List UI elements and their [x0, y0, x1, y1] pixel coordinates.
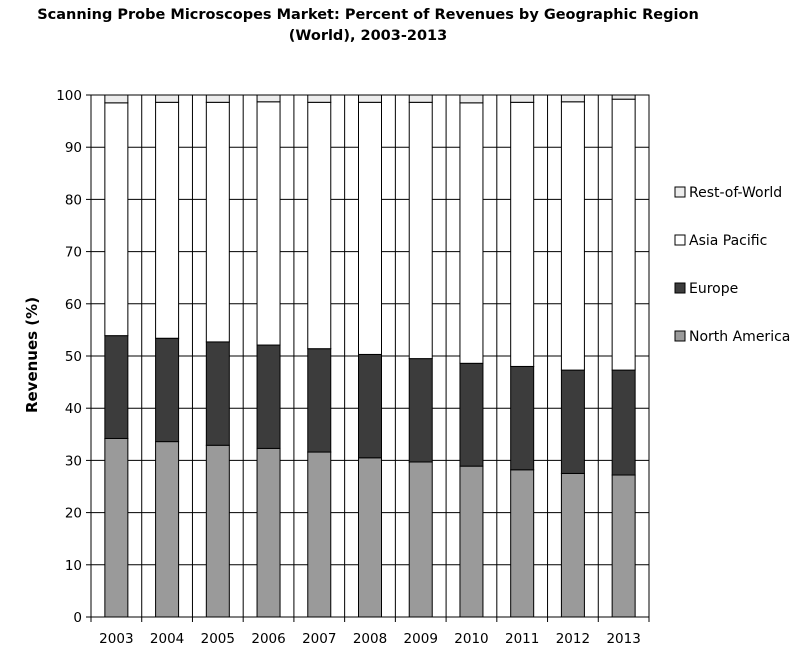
- bar-asia-pacific-2009: [408, 101, 433, 360]
- x-tick-label-2012: 2012: [556, 631, 590, 647]
- bar-rest-of-world-2013: [611, 94, 636, 100]
- y-tick-label-30: 30: [65, 453, 82, 469]
- bar-asia-pacific-2010: [459, 102, 484, 364]
- chart-title: Scanning Probe Microscopes Market: Perce…: [37, 7, 699, 23]
- y-ticks: 0 10 20 30 40 50 60 70 80 90 100: [56, 88, 91, 626]
- bar-group-2007: [307, 94, 332, 618]
- bar-group-2003: [104, 94, 129, 618]
- bar-rest-of-world-2006: [256, 94, 281, 103]
- bar-group-2009: [408, 94, 433, 618]
- legend-item-rest-of-world: Rest-of-World: [674, 185, 782, 201]
- x-tick-label-2003: 2003: [99, 631, 133, 647]
- x-tick-label-2007: 2007: [302, 631, 336, 647]
- bar-rest-of-world-2007: [307, 94, 332, 103]
- bar-asia-pacific-2012: [560, 101, 585, 371]
- bar-europe-2010: [459, 362, 484, 467]
- x-tick-label-2011: 2011: [505, 631, 539, 647]
- bar-north-america-2012: [560, 472, 585, 618]
- y-tick-label-60: 60: [65, 297, 82, 313]
- bar-north-america-2005: [205, 444, 230, 618]
- bar-europe-2012: [560, 369, 585, 474]
- bar-rest-of-world-2012: [560, 94, 585, 103]
- bar-asia-pacific-2013: [611, 98, 636, 371]
- bar-north-america-2007: [307, 451, 332, 618]
- bar-group-2013: [611, 94, 636, 618]
- chart-subtitle: (World), 2003-2013: [289, 28, 447, 44]
- x-tick-label-2009: 2009: [404, 631, 438, 647]
- bar-europe-2007: [307, 348, 332, 453]
- legend-swatch-asia-pacific: [674, 234, 686, 246]
- legend-swatch-north-america: [674, 330, 686, 342]
- y-tick-label-50: 50: [65, 349, 82, 365]
- x-tick-label-2006: 2006: [251, 631, 285, 647]
- bars: [104, 94, 636, 618]
- x-tick-label-2010: 2010: [454, 631, 488, 647]
- y-axis-label: Revenues (%): [23, 297, 41, 413]
- bar-asia-pacific-2003: [104, 102, 129, 337]
- y-tick-label-80: 80: [65, 192, 82, 208]
- legend-label-rest-of-world: Rest-of-World: [689, 185, 782, 201]
- legend-swatch-europe: [674, 282, 686, 294]
- legend-label-europe: Europe: [689, 281, 738, 297]
- bar-rest-of-world-2008: [358, 94, 382, 103]
- x-tick-label-2004: 2004: [150, 631, 184, 647]
- bar-north-america-2009: [408, 461, 433, 618]
- y-tick-label-100: 100: [56, 88, 82, 104]
- bar-rest-of-world-2011: [510, 94, 535, 103]
- bar-asia-pacific-2011: [510, 101, 535, 367]
- bar-rest-of-world-2005: [205, 94, 230, 103]
- bar-north-america-2011: [510, 469, 535, 618]
- bar-asia-pacific-2008: [358, 101, 382, 355]
- bar-north-america-2004: [155, 441, 180, 618]
- bar-north-america-2008: [358, 457, 382, 618]
- bar-group-2008: [358, 94, 382, 618]
- bar-asia-pacific-2006: [256, 101, 281, 346]
- bar-north-america-2013: [611, 474, 636, 618]
- bar-group-2005: [205, 94, 230, 618]
- bar-europe-2005: [205, 341, 230, 446]
- bar-rest-of-world-2010: [459, 94, 484, 104]
- bar-north-america-2006: [256, 447, 281, 618]
- legend-label-asia-pacific: Asia Pacific: [689, 233, 767, 249]
- bar-asia-pacific-2005: [205, 101, 230, 343]
- legend-label-north-america: North America: [689, 329, 790, 345]
- bar-europe-2006: [256, 344, 281, 449]
- y-tick-label-70: 70: [65, 245, 82, 261]
- y-tick-label-90: 90: [65, 140, 82, 156]
- bar-north-america-2003: [104, 437, 129, 618]
- y-tick-label-0: 0: [73, 610, 82, 626]
- y-tick-label-40: 40: [65, 401, 82, 417]
- bar-group-2006: [256, 94, 281, 618]
- legend-item-asia-pacific: Asia Pacific: [674, 233, 767, 249]
- bar-europe-2013: [611, 369, 636, 476]
- bar-group-2004: [155, 94, 180, 618]
- x-tick-label-2013: 2013: [606, 631, 640, 647]
- bar-rest-of-world-2009: [408, 94, 433, 103]
- bar-north-america-2010: [459, 465, 484, 618]
- y-tick-label-20: 20: [65, 506, 82, 522]
- bar-group-2010: [459, 94, 484, 618]
- bar-asia-pacific-2004: [155, 101, 180, 339]
- bar-europe-2004: [155, 337, 180, 443]
- legend-item-europe: Europe: [674, 281, 738, 297]
- bar-asia-pacific-2007: [307, 101, 332, 350]
- bar-rest-of-world-2003: [104, 94, 129, 104]
- bar-group-2011: [510, 94, 535, 618]
- legend: Rest-of-World Asia Pacific Europe North Ame…: [674, 185, 790, 345]
- bar-europe-2009: [408, 358, 433, 463]
- bar-rest-of-world-2004: [155, 94, 180, 103]
- legend-swatch-rest-of-world: [674, 186, 686, 198]
- y-tick-label-10: 10: [65, 558, 82, 574]
- legend-item-north-america: North America: [674, 329, 790, 345]
- bar-europe-2008: [358, 353, 382, 459]
- gridlines: [91, 94, 649, 617]
- bar-europe-2011: [510, 365, 535, 471]
- x-tick-label-2008: 2008: [353, 631, 387, 647]
- bar-group-2012: [560, 94, 585, 618]
- x-tick-label-2005: 2005: [201, 631, 235, 647]
- x-ticks: 2003 2004 2005 2006 2007 2008 2009 2010 2011 2012…: [90, 617, 650, 647]
- bar-europe-2003: [104, 335, 129, 439]
